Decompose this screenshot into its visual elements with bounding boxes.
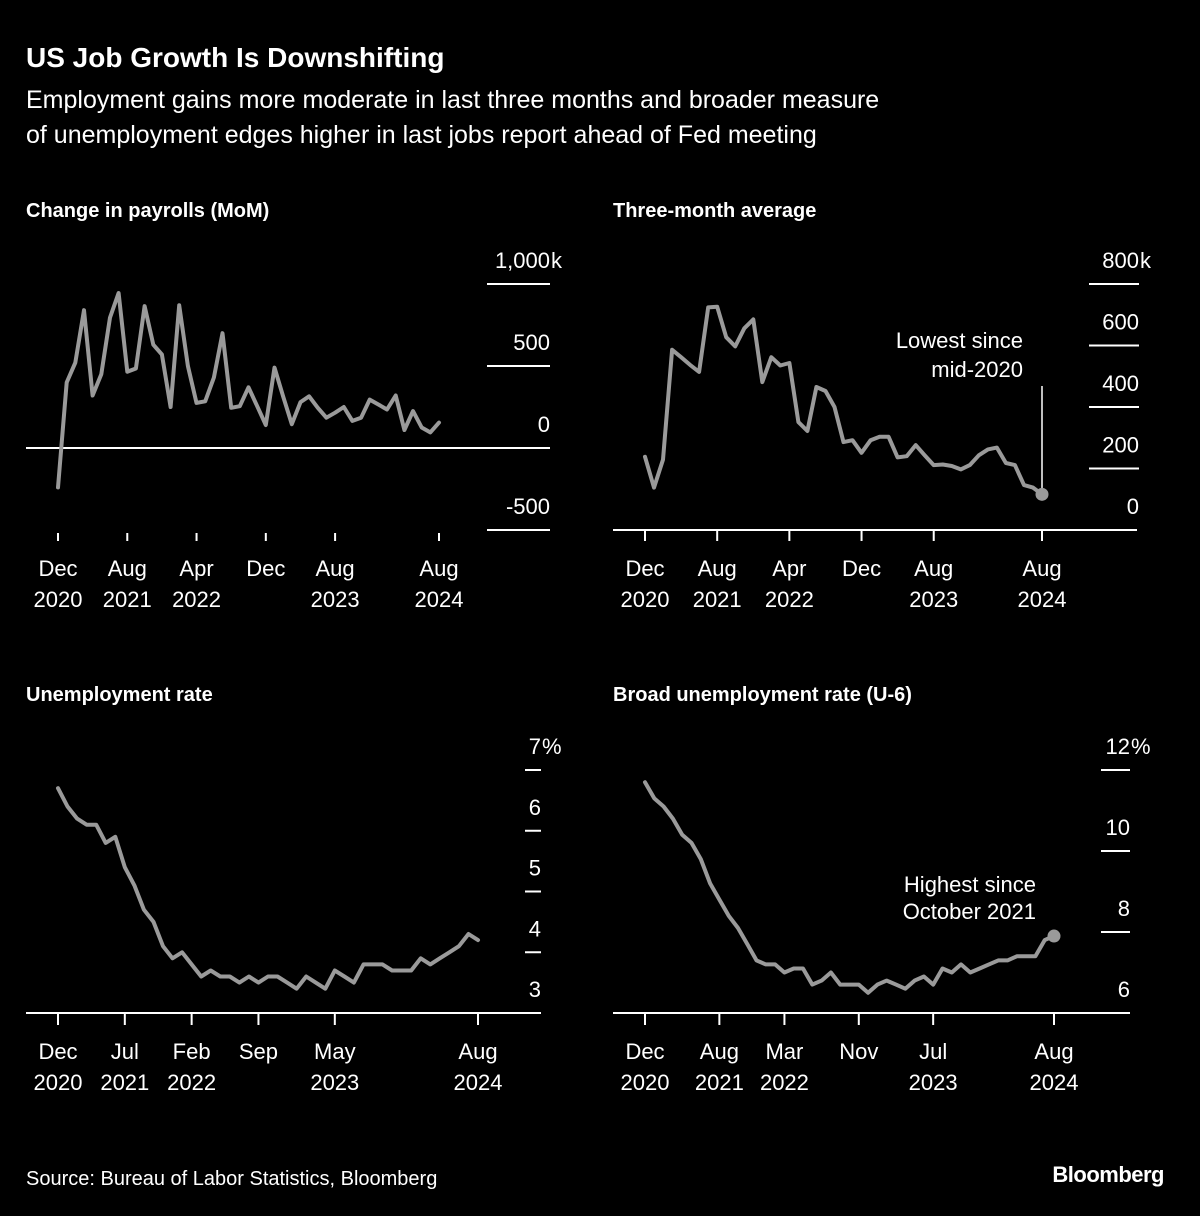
highlight-point xyxy=(1035,487,1049,501)
bloomberg-logo: Bloomberg xyxy=(1052,1162,1164,1187)
series-line-payrolls xyxy=(56,291,441,490)
panel-unemployment-rate: 7 % 6 5 4 3 Dec 2020 Jul 2021 Feb 2022 Sep May 2023 Aug… xyxy=(26,734,562,1095)
figure-subtitle-line-1: Employment gains more moderate in last t… xyxy=(26,86,879,114)
x-tick-year-label: 2024 xyxy=(454,1070,503,1095)
x-tick-year-label: 2022 xyxy=(172,587,221,612)
y-tick-label: 7 xyxy=(529,734,541,759)
x-tick-year-label: 2023 xyxy=(311,587,360,612)
y-tick-label: 0 xyxy=(538,412,550,437)
y-unit-label: % xyxy=(1131,734,1151,759)
x-tick-label: May xyxy=(314,1039,356,1064)
x-tick-label: Aug xyxy=(316,556,355,581)
y-tick-label: 6 xyxy=(529,795,541,820)
series-line-unemployment-rate xyxy=(56,786,480,991)
x-tick-label: Feb xyxy=(173,1039,211,1064)
panel-three-month-average: 800 k 600 400 200 0 Dec 2020 Aug 2021 Apr 2022 Dec Au… xyxy=(613,248,1152,612)
x-tick-year-label: 2021 xyxy=(100,1070,149,1095)
annotation-text: October 2021 xyxy=(903,899,1036,924)
x-tick-label: Apr xyxy=(179,556,213,581)
x-tick-label: Mar xyxy=(765,1039,803,1064)
y-tick-label: 12 xyxy=(1106,734,1130,759)
y-tick-label: -500 xyxy=(506,494,550,519)
x-tick-label: Dec xyxy=(38,1039,77,1064)
annotation-text: Lowest since xyxy=(896,328,1023,353)
panel-title-payrolls: Change in payrolls (MoM) xyxy=(26,200,269,222)
x-tick-year-label: 2021 xyxy=(695,1070,744,1095)
x-tick-label: Nov xyxy=(839,1039,878,1064)
x-tick-year-label: 2021 xyxy=(103,587,152,612)
x-tick-label: Apr xyxy=(772,556,806,581)
y-tick-label: 400 xyxy=(1102,371,1139,396)
y-tick-label: 600 xyxy=(1102,310,1139,335)
x-tick-year-label: 2022 xyxy=(167,1070,216,1095)
x-tick-label: Jul xyxy=(919,1039,947,1064)
x-tick-label: Aug xyxy=(698,556,737,581)
highlight-point xyxy=(1047,929,1061,943)
series-line-three-month-average xyxy=(643,304,1044,497)
y-tick-label: 0 xyxy=(1127,494,1139,519)
x-tick-year-label: 2020 xyxy=(34,587,83,612)
x-tick-label: Dec xyxy=(625,556,664,581)
y-unit-label: % xyxy=(542,734,562,759)
x-tick-label: Aug xyxy=(1022,556,1061,581)
y-tick-label: 4 xyxy=(529,916,541,941)
figure-subtitle-line-2: of unemployment edges higher in last job… xyxy=(26,121,817,149)
y-tick-label: 5 xyxy=(529,856,541,881)
x-tick-year-label: 2024 xyxy=(415,587,464,612)
y-tick-label: 10 xyxy=(1106,815,1130,840)
x-tick-year-label: 2024 xyxy=(1030,1070,1079,1095)
figure-title: US Job Growth Is Downshifting xyxy=(26,42,444,73)
x-tick-label: Aug xyxy=(458,1039,497,1064)
x-tick-year-label: 2020 xyxy=(621,587,670,612)
panel-title-unemployment-rate: Unemployment rate xyxy=(26,684,213,706)
y-tick-label: 1,000 xyxy=(495,248,550,273)
y-tick-label: 3 xyxy=(529,977,541,1002)
y-unit-label: k xyxy=(551,248,563,273)
x-tick-year-label: 2024 xyxy=(1018,587,1067,612)
x-tick-label: Dec xyxy=(625,1039,664,1064)
annotation-text: Highest since xyxy=(904,872,1036,897)
source-note: Source: Bureau of Labor Statistics, Bloo… xyxy=(26,1168,437,1190)
x-tick-label: Aug xyxy=(419,556,458,581)
x-tick-year-label: 2021 xyxy=(693,587,742,612)
y-tick-label: 6 xyxy=(1118,977,1130,1002)
x-tick-year-label: 2023 xyxy=(909,587,958,612)
x-tick-label: Aug xyxy=(914,556,953,581)
x-tick-label: Dec xyxy=(246,556,285,581)
series-line-u6-rate xyxy=(643,780,1056,995)
x-tick-year-label: 2023 xyxy=(310,1070,359,1095)
panel-u6-rate: 12 % 10 8 6 Dec 2020 Aug 2021 Mar 2022 Nov Jul 2023 Au… xyxy=(613,734,1151,1095)
y-tick-label: 200 xyxy=(1102,433,1139,458)
x-tick-label: Jul xyxy=(111,1039,139,1064)
x-tick-label: Aug xyxy=(700,1039,739,1064)
panel-payrolls: 1,000 k 500 0 -500 Dec 2020 Aug 2021 Apr 2022 Dec Au… xyxy=(26,248,563,612)
x-tick-year-label: 2022 xyxy=(760,1070,809,1095)
annotation-text: mid-2020 xyxy=(931,357,1023,382)
panel-title-u6-rate: Broad unemployment rate (U-6) xyxy=(613,684,912,706)
x-tick-label: Sep xyxy=(239,1039,278,1064)
x-tick-year-label: 2020 xyxy=(621,1070,670,1095)
x-tick-year-label: 2022 xyxy=(765,587,814,612)
x-tick-year-label: 2023 xyxy=(909,1070,958,1095)
x-tick-label: Aug xyxy=(1034,1039,1073,1064)
x-tick-label: Dec xyxy=(842,556,881,581)
y-tick-label: 8 xyxy=(1118,896,1130,921)
panel-title-three-month-average: Three-month average xyxy=(613,200,816,222)
x-tick-label: Aug xyxy=(108,556,147,581)
x-tick-year-label: 2020 xyxy=(34,1070,83,1095)
y-tick-label: 800 xyxy=(1102,248,1139,273)
y-tick-label: 500 xyxy=(513,330,550,355)
y-unit-label: k xyxy=(1140,248,1152,273)
x-tick-label: Dec xyxy=(38,556,77,581)
